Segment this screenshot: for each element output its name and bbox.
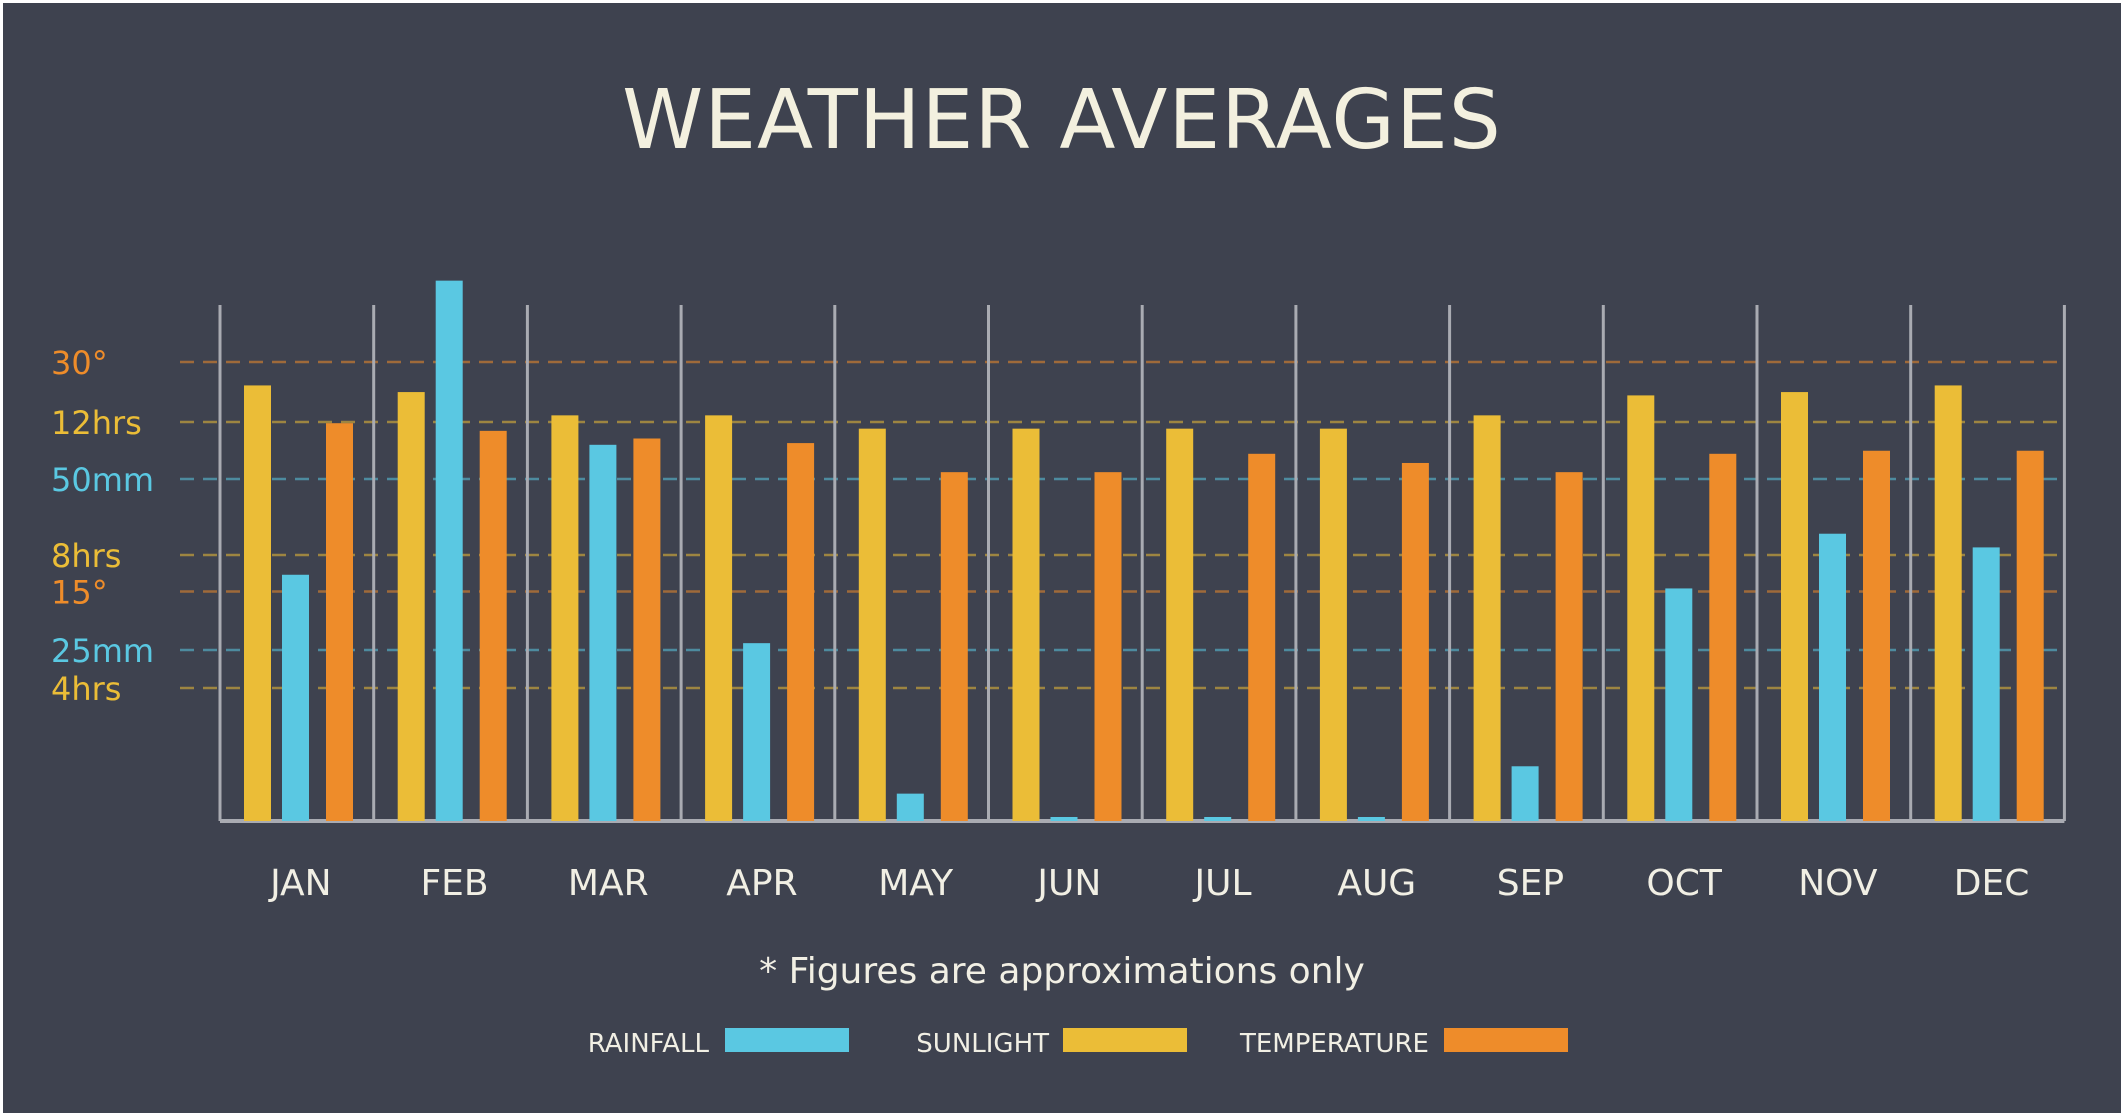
x-tick-label: NOV (1798, 863, 1878, 904)
bar-sunlight-aug (1319, 428, 1347, 821)
y-tick-label: 12hrs (51, 404, 142, 442)
y-tick-label: 25mm (51, 632, 154, 670)
bar-rainfall-feb (435, 280, 463, 821)
bar-rainfall-may (896, 793, 924, 821)
x-tick-label: FEB (420, 863, 488, 904)
bar-temperature-aug (1401, 462, 1429, 821)
bar-sunlight-sep (1473, 415, 1501, 821)
bar-rainfall-nov (1819, 533, 1846, 821)
bar-temperature-sep (1555, 472, 1583, 821)
bar-temperature-mar (633, 438, 661, 821)
y-tick-label: 30° (51, 344, 108, 382)
bar-temperature-nov (1863, 450, 1890, 821)
legend-swatch-rainfall (725, 1028, 849, 1052)
legend-label-sunlight: SUNLIGHT (916, 1029, 1049, 1059)
chart-title: WEATHER AVERAGES (622, 73, 1502, 168)
bar-sunlight-oct (1627, 395, 1655, 821)
bar-temperature-apr (787, 443, 815, 821)
bar-temperature-jun (1094, 472, 1122, 821)
bar-rainfall-jan (282, 574, 309, 821)
bar-temperature-jul (1248, 453, 1276, 821)
bar-temperature-feb (479, 430, 507, 821)
x-tick-label: OCT (1646, 863, 1722, 904)
bar-sunlight-nov (1781, 392, 1808, 821)
bar-rainfall-jul (1204, 817, 1232, 821)
bar-rainfall-oct (1665, 588, 1693, 821)
y-tick-label: 50mm (51, 461, 154, 499)
bar-sunlight-jun (1012, 428, 1040, 821)
x-tick-label: MAY (878, 863, 954, 904)
bar-rainfall-apr (743, 643, 771, 821)
x-tick-label: MAR (568, 863, 649, 904)
footnote: * Figures are approximations only (759, 951, 1365, 992)
bar-rainfall-jun (1050, 817, 1078, 821)
x-tick-label: JUN (1035, 863, 1101, 904)
legend-swatch-temperature (1444, 1028, 1568, 1052)
x-tick-label: APR (726, 863, 797, 904)
y-tick-label: 8hrs (51, 537, 121, 575)
legend-label-rainfall: RAINFALL (588, 1029, 710, 1059)
bar-temperature-may (940, 472, 968, 821)
bar-rainfall-sep (1511, 766, 1539, 821)
legend-label-temperature: TEMPERATURE (1239, 1029, 1429, 1059)
bar-sunlight-may (858, 428, 886, 821)
bar-sunlight-jan (244, 385, 271, 821)
x-tick-label: DEC (1954, 863, 2030, 904)
x-tick-label: JUL (1193, 863, 1252, 904)
bar-sunlight-feb (397, 392, 425, 821)
bar-rainfall-dec (1972, 547, 2000, 821)
bar-sunlight-mar (551, 415, 579, 821)
x-tick-label: SEP (1497, 863, 1564, 904)
bar-sunlight-dec (1934, 385, 1962, 821)
legend-swatch-sunlight (1063, 1028, 1187, 1052)
bar-rainfall-aug (1357, 817, 1385, 821)
bar-temperature-oct (1709, 453, 1737, 821)
y-tick-label: 15° (51, 574, 108, 612)
chart-frame: WEATHER AVERAGES 30° 12hrs 50mm 8hrs 15° 4hrs… (3, 3, 2121, 1113)
x-tick-label: AUG (1337, 863, 1416, 904)
x-tick-label: JAN (268, 863, 332, 904)
bar-sunlight-jul (1166, 428, 1194, 821)
y-tick-label: 4hrs (51, 670, 121, 708)
bar-sunlight-apr (705, 415, 733, 821)
bar-rainfall-mar (589, 444, 617, 821)
bar-temperature-jan (326, 423, 353, 821)
bar-temperature-dec (2016, 450, 2044, 821)
